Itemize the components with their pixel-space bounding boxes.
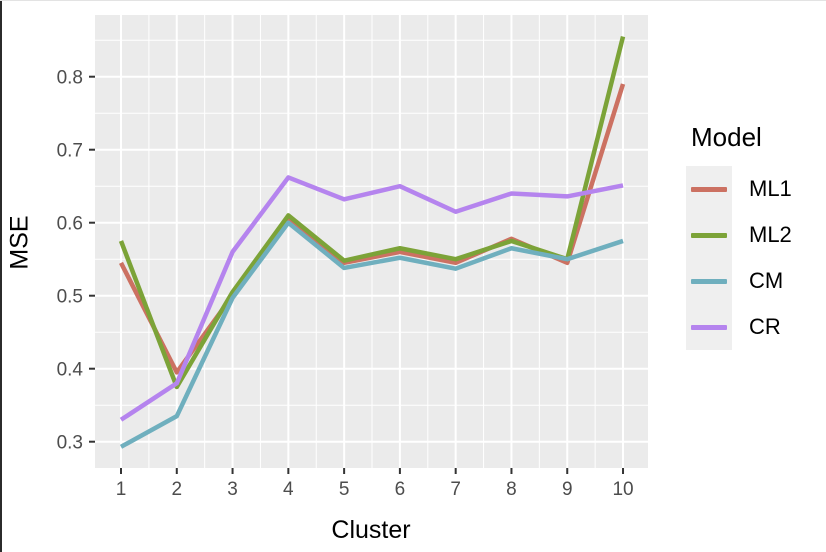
x-axis-title: Cluster (331, 516, 411, 544)
legend-entry-label: ML2 (749, 222, 792, 247)
legend-keys: ML1 ML2 CM CR (686, 166, 826, 350)
legend-entry: CM (686, 258, 826, 304)
x-tick-label: 4 (283, 479, 294, 500)
legend-entry: CR (686, 304, 826, 350)
y-tick-label: 0.7 (57, 141, 83, 162)
x-tick-label: 2 (171, 479, 182, 500)
legend-swatch (691, 232, 727, 238)
y-tick-label: 0.8 (57, 68, 83, 89)
window-left-border (0, 0, 2, 552)
legend: Model ML1 ML2 CM CR (686, 122, 826, 350)
plot-panel (95, 15, 648, 468)
x-tick-label: 3 (227, 479, 238, 500)
x-tick-label: 10 (612, 479, 633, 500)
legend-entry-label: CM (749, 268, 784, 293)
legend-key-box (686, 258, 732, 304)
legend-swatch (691, 278, 727, 284)
series-line-ML2 (118, 36, 626, 390)
x-tick-label: 6 (395, 479, 406, 500)
legend-key-box (686, 166, 732, 212)
x-tick-label: 8 (506, 479, 517, 500)
x-tick-label: 5 (339, 479, 350, 500)
legend-entry-label: CR (749, 314, 781, 339)
x-tick-label: 7 (450, 479, 461, 500)
legend-key-box (686, 212, 732, 258)
legend-swatch (691, 324, 727, 330)
legend-entry: ML2 (686, 212, 826, 258)
legend-swatch (691, 186, 727, 192)
legend-entry-label: ML1 (749, 176, 792, 201)
x-tick-label: 1 (116, 479, 127, 500)
legend-entry: ML1 (686, 166, 826, 212)
window-top-border (0, 0, 826, 1)
y-tick-label: 0.5 (57, 287, 83, 308)
y-tick-label: 0.4 (57, 360, 84, 381)
y-tick-label: 0.6 (57, 214, 83, 235)
series-line-CM (119, 220, 624, 449)
legend-title: Model (691, 122, 762, 152)
legend-key-box (686, 304, 732, 350)
y-tick-label: 0.3 (57, 433, 83, 454)
y-axis-title: MSE (5, 215, 34, 270)
series-line-CR (119, 175, 624, 422)
x-tick-label: 9 (562, 479, 573, 500)
